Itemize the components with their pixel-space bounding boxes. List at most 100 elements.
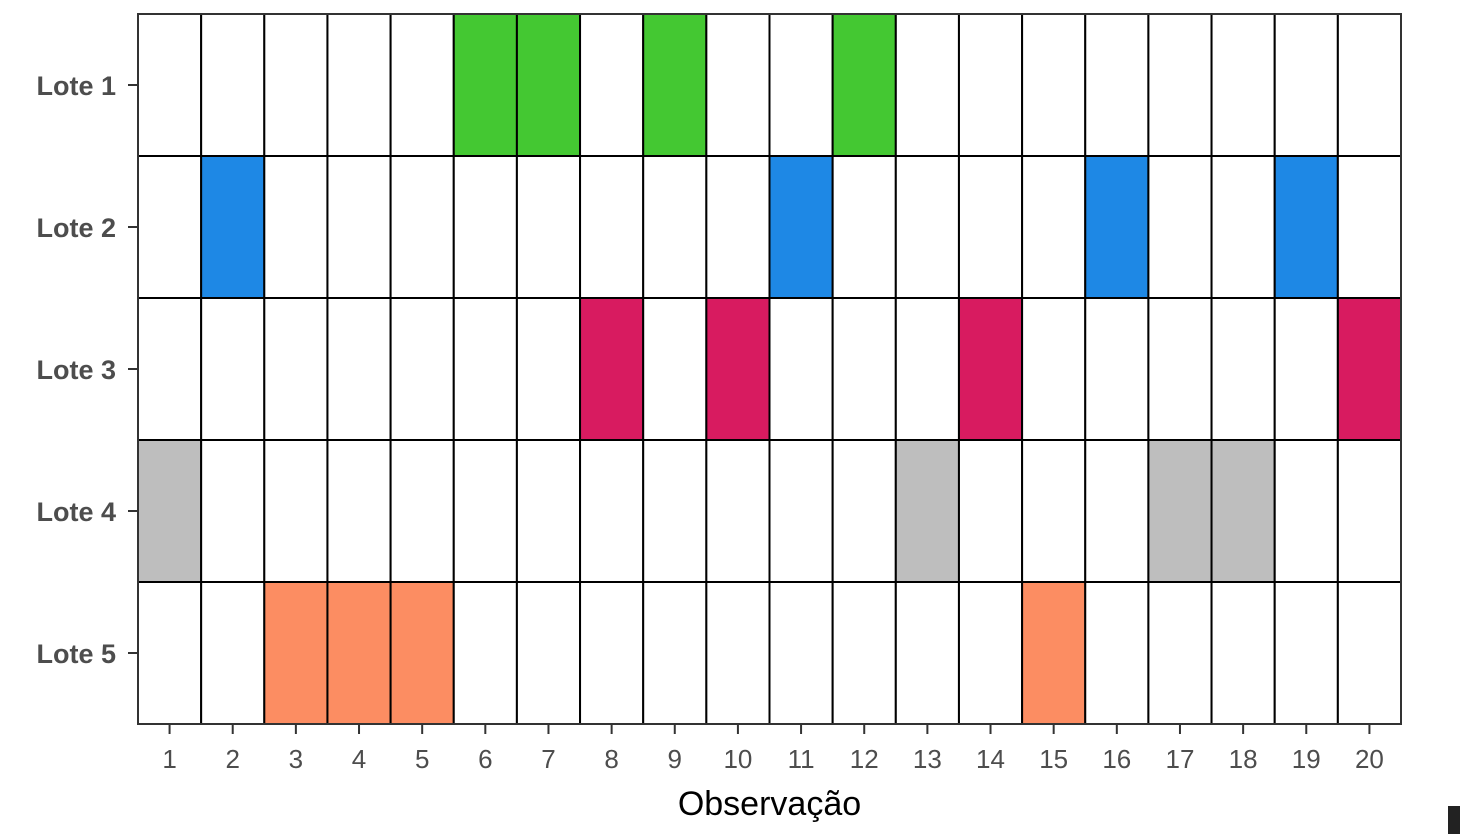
cell-filled	[1336, 297, 1402, 441]
cell-empty	[957, 155, 1024, 299]
cell-empty	[389, 439, 455, 583]
cell-empty	[705, 581, 771, 725]
x-tick-label: 2	[225, 744, 239, 774]
x-axis: 1 2 3 4 5 6 7 8 9 10 11 12 13 14 15 16 17 18 19 20	[162, 724, 1384, 774]
cell-empty	[894, 155, 960, 299]
cell-empty	[1147, 13, 1213, 157]
cell-empty	[1210, 581, 1276, 725]
x-tick-label: 14	[976, 744, 1005, 774]
x-tick-label: 5	[415, 744, 429, 774]
cell-empty	[768, 13, 834, 157]
cell-empty	[1147, 581, 1213, 725]
cell-empty	[1336, 155, 1402, 299]
grid-cells	[137, 13, 1402, 725]
cell-filled	[326, 581, 392, 725]
x-tick-label: 20	[1355, 744, 1384, 774]
cell-empty	[200, 439, 266, 583]
cell-empty	[452, 297, 518, 441]
y-tick-label: Lote 1	[36, 71, 116, 101]
x-tick-label: 16	[1102, 744, 1131, 774]
x-tick-label: 7	[541, 744, 555, 774]
x-tick-label: 18	[1229, 744, 1258, 774]
y-tick-label: Lote 3	[36, 355, 116, 385]
cell-empty	[831, 297, 897, 441]
y-tick-label: Lote 2	[36, 213, 116, 243]
cell-empty	[579, 581, 645, 725]
x-tick-label: 1	[162, 744, 176, 774]
y-tick-label: Lote 5	[36, 639, 116, 669]
cell-empty	[831, 581, 897, 725]
cell-empty	[1084, 13, 1150, 157]
cell-empty	[705, 155, 771, 299]
cell-empty	[1084, 581, 1150, 725]
x-tick-label: 15	[1039, 744, 1068, 774]
cell-empty	[894, 13, 960, 157]
cell-filled	[1210, 439, 1276, 583]
cell-empty	[200, 581, 266, 725]
cell-empty	[263, 297, 329, 441]
cell-empty	[1021, 297, 1087, 441]
cell-empty	[1273, 297, 1339, 441]
cell-empty	[768, 581, 834, 725]
cell-filled	[1084, 155, 1150, 299]
x-tick-label: 6	[478, 744, 492, 774]
cell-empty	[200, 297, 266, 441]
cell-filled	[894, 439, 960, 583]
x-tick-label: 10	[723, 744, 752, 774]
cell-empty	[642, 439, 708, 583]
cell-empty	[326, 297, 392, 441]
cell-empty	[642, 297, 708, 441]
x-tick-label: 13	[913, 744, 942, 774]
cell-filled	[515, 13, 582, 157]
cell-filled	[768, 155, 834, 299]
cell-filled	[1021, 581, 1087, 725]
cell-filled	[831, 13, 897, 157]
cell-empty	[1210, 13, 1276, 157]
cell-empty	[1084, 297, 1150, 441]
x-tick-label: 9	[668, 744, 682, 774]
x-tick-label: 3	[289, 744, 303, 774]
cell-empty	[894, 297, 960, 441]
cell-empty	[515, 155, 582, 299]
cell-filled	[957, 297, 1024, 441]
corner-mark	[1448, 806, 1460, 834]
cell-filled	[642, 13, 708, 157]
cell-empty	[263, 13, 329, 157]
cell-empty	[1210, 155, 1276, 299]
cell-empty	[1336, 581, 1402, 725]
cell-empty	[1273, 581, 1339, 725]
cell-empty	[389, 297, 455, 441]
cell-empty	[137, 13, 203, 157]
cell-empty	[137, 297, 203, 441]
cell-empty	[200, 13, 266, 157]
cell-empty	[326, 155, 392, 299]
cell-empty	[768, 439, 834, 583]
cell-empty	[1021, 155, 1087, 299]
cell-empty	[1273, 13, 1339, 157]
cell-filled	[705, 297, 771, 441]
cell-empty	[642, 581, 708, 725]
cell-empty	[1147, 297, 1213, 441]
x-axis-title: Observação	[678, 785, 861, 823]
cell-empty	[1273, 439, 1339, 583]
cell-empty	[1021, 439, 1087, 583]
cell-empty	[452, 155, 518, 299]
cell-filled	[137, 439, 203, 583]
cell-empty	[452, 581, 518, 725]
x-tick-label: 17	[1166, 744, 1195, 774]
cell-filled	[389, 581, 455, 725]
x-tick-label: 11	[788, 744, 815, 774]
cell-empty	[515, 297, 582, 441]
cell-empty	[137, 155, 203, 299]
cell-empty	[705, 13, 771, 157]
cell-empty	[1021, 13, 1087, 157]
cell-empty	[452, 439, 518, 583]
cell-empty	[1210, 297, 1276, 441]
cell-empty	[579, 439, 645, 583]
x-tick-label: 8	[604, 744, 618, 774]
cell-empty	[263, 439, 329, 583]
cell-filled	[452, 13, 518, 157]
cell-empty	[957, 13, 1024, 157]
x-tick-label: 4	[352, 744, 366, 774]
